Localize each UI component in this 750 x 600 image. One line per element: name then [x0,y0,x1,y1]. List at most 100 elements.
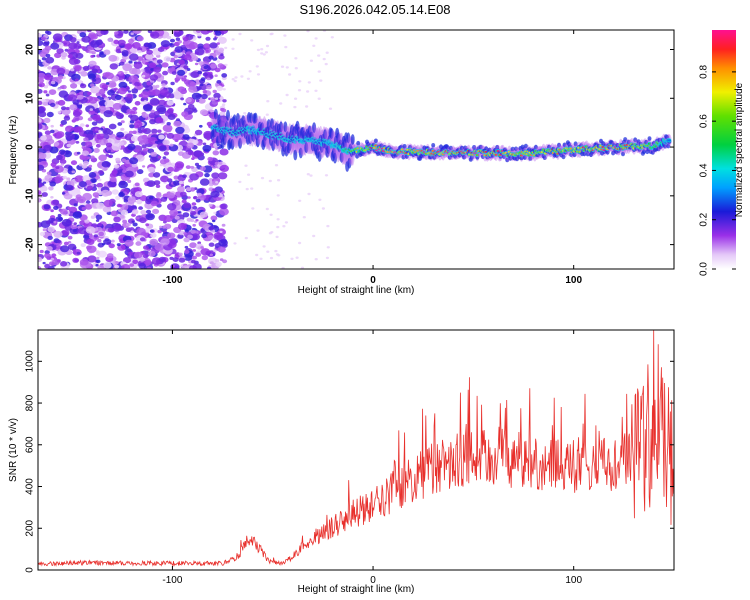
noise-blob [211,172,220,179]
noise-blob [142,254,149,259]
noise-blob [50,257,55,261]
noise-blob [98,187,102,190]
noise-blob [145,53,154,60]
noise-blob [106,253,114,259]
noise-blob [90,86,100,94]
noise-blob [131,88,139,94]
noise-blob [206,138,210,141]
noise-blob [47,138,55,145]
noise-blob [94,128,99,132]
noise-blob [243,112,247,115]
noise-blob [277,179,281,182]
noise-blob [156,104,166,113]
noise-blob [38,72,46,80]
noise-blob [279,102,283,105]
noise-blob [262,245,266,248]
noise-blob [306,90,310,93]
noise-blob [98,231,104,237]
noise-blob [137,56,144,61]
noise-blob [231,78,235,81]
noise-blob [80,243,86,248]
trace-mid [336,132,341,144]
noise-blob [101,93,106,97]
noise-blob [250,187,254,190]
noise-blob [38,118,42,124]
trace-mid [304,142,309,154]
noise-blob [91,121,98,126]
noise-blob [148,112,156,119]
noise-blob [107,80,117,88]
noise-blob [187,196,191,199]
noise-blob [50,162,57,167]
trace-mid [350,134,355,145]
noise-blob [183,65,189,70]
noise-blob [284,45,288,49]
noise-blob [146,49,153,55]
noise-blob [269,256,274,260]
noise-blob [149,229,154,233]
spectrogram-x-label: Height of straight line (km) [298,285,415,296]
noise-blob [177,223,187,230]
noise-blob [60,163,65,166]
noise-blob [204,173,210,178]
noise-blob [192,139,199,145]
noise-blob [73,203,78,207]
noise-blob [129,263,135,267]
trace-mid [226,109,230,121]
noise-blob [117,122,123,126]
trace-mid [401,154,406,160]
noise-blob [256,73,261,76]
noise-blob [90,215,96,219]
noise-blob [38,266,42,269]
noise-blob [298,199,302,202]
noise-blob [160,175,169,183]
noise-blob [105,72,114,80]
noise-blob [142,148,147,152]
trace-mid [445,145,450,150]
noise-blob [79,83,87,89]
noise-blob [135,216,140,220]
noise-blob [198,61,204,66]
noise-blob [245,187,249,191]
noise-blob [42,101,48,106]
noise-blob [124,239,134,247]
noise-blob [82,160,89,166]
noise-blob [54,141,60,146]
noise-blob [157,155,162,159]
noise-blob [95,219,100,222]
noise-blob [44,263,50,269]
noise-blob [103,262,112,269]
noise-blob [191,259,196,264]
colorbar-tick-label: 0.4 [699,163,710,177]
noise-blob [187,104,195,110]
noise-blob [113,224,122,231]
noise-blob [38,181,43,188]
noise-blob [56,67,66,75]
noise-blob [195,99,200,103]
noise-blob [155,184,161,188]
noise-blob [190,218,195,223]
noise-blob [219,148,229,156]
noise-blob [178,59,185,65]
noise-blob [91,198,99,204]
noise-blob [154,140,159,144]
noise-blob [53,230,63,238]
noise-blob [191,92,202,100]
noise-blob [66,143,72,148]
noise-blob [300,266,305,269]
noise-blob [199,178,210,186]
noise-blob [139,237,146,242]
noise-blob [64,48,69,52]
noise-blob [154,243,165,251]
noise-blob [324,62,328,66]
noise-blob [175,37,181,41]
noise-blob [202,142,207,146]
noise-blob [284,221,288,224]
noise-blob [82,192,93,201]
noise-blob [140,98,145,102]
snr-y-label: SNR (10 * v/v) [8,418,19,482]
noise-blob [221,73,228,78]
noise-blob [38,178,42,183]
noise-blob [61,229,70,236]
noise-blob [92,192,100,198]
